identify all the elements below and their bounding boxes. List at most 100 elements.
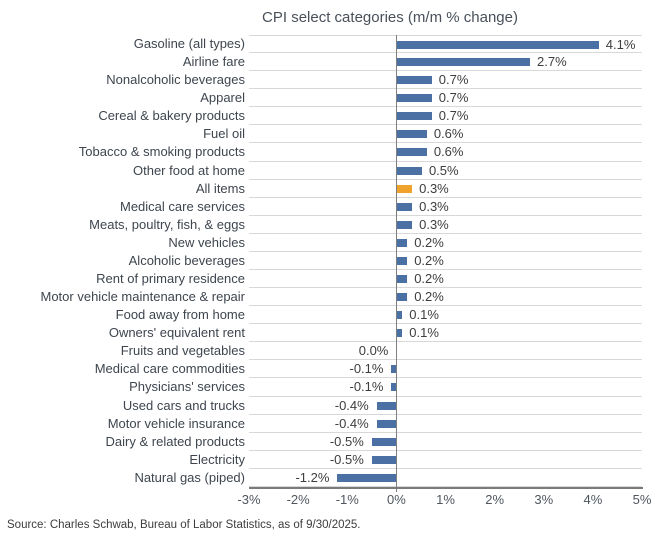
category-label: Cereal & bakery products	[98, 108, 245, 124]
chart-row: Meats, poultry, fish, & eggs 0.3%	[0, 216, 659, 234]
value-label: -0.4%	[334, 397, 369, 413]
category-label: Food away from home	[115, 307, 245, 323]
category-label: Used cars and trucks	[122, 397, 245, 413]
value-label: 0.7%	[438, 72, 469, 88]
plot-cell: 0.2%	[249, 252, 642, 271]
chart-row: Physicians' services -0.1%	[0, 378, 659, 397]
category-label: Other food at home	[132, 162, 245, 178]
category-label: Apparel	[200, 90, 245, 106]
chart-row: All items 0.3%	[0, 180, 659, 198]
chart-row: Tobacco & smoking products 0.6%	[0, 143, 659, 162]
bar	[391, 365, 397, 374]
category-label: All items	[195, 180, 245, 196]
plot-cell: 0.0%	[249, 342, 642, 361]
chart-row: Food away from home 0.1%	[0, 306, 659, 325]
value-label: 0.7%	[438, 108, 469, 124]
category-label: New vehicles	[168, 234, 245, 250]
category-label: Nonalcoholic beverages	[106, 72, 245, 88]
bar	[376, 419, 397, 428]
value-label: -0.5%	[329, 433, 364, 449]
value-label: 0.3%	[419, 180, 449, 196]
plot-cell: 0.2%	[249, 288, 642, 307]
plot-cell: 0.7%	[249, 107, 642, 126]
chart-row: Airline fare 2.7%	[0, 53, 659, 72]
zero-axis-line	[396, 35, 397, 492]
category-label: Tobacco & smoking products	[78, 144, 245, 160]
value-label: 0.7%	[438, 90, 469, 106]
bar	[397, 256, 408, 265]
value-label: 2.7%	[537, 54, 567, 70]
chart-row: Medical care commodities -0.1%	[0, 360, 659, 379]
chart-row: Nonalcoholic beverages 0.7%	[0, 71, 659, 90]
plot-cell: 0.6%	[249, 125, 642, 144]
chart-row: Natural gas (piped) -1.2%	[0, 469, 659, 487]
category-label: Natural gas (piped)	[134, 469, 245, 485]
bar	[397, 202, 413, 211]
plot-cell: -0.4%	[249, 415, 642, 433]
plot-cell: 0.7%	[249, 89, 642, 108]
chart-row: Owners' equivalent rent 0.1%	[0, 324, 659, 343]
chart-row: Used cars and trucks -0.4%	[0, 397, 659, 415]
category-label: Dairy & related products	[105, 433, 245, 449]
x-axis-line	[249, 487, 643, 489]
bar	[397, 311, 403, 320]
category-label: Medical care commodities	[94, 361, 245, 377]
x-tick-label: -2%	[286, 492, 310, 507]
x-tick-label: 0%	[386, 492, 406, 507]
bar	[397, 58, 530, 67]
value-label: -0.1%	[349, 379, 384, 395]
category-label: Motor vehicle insurance	[107, 415, 245, 431]
chart-row: Motor vehicle maintenance & repair 0.2%	[0, 288, 659, 307]
plot-cell: -1.2%	[249, 469, 642, 487]
plot-cell: -0.5%	[249, 451, 642, 469]
value-label: 0.1%	[409, 325, 439, 341]
x-axis-tick-labels: -3% -2% -1% 0% 1% 2% 3% 4% 5%	[0, 492, 659, 510]
value-label: 0.2%	[414, 289, 444, 305]
plot-cell: -0.1%	[249, 378, 642, 397]
bar	[397, 76, 432, 85]
bar	[397, 275, 408, 284]
plot-cell: -0.4%	[249, 397, 642, 415]
chart-row: Alcoholic beverages 0.2%	[0, 252, 659, 271]
category-label: Electricity	[189, 451, 245, 467]
category-label: Medical care services	[120, 198, 245, 214]
value-label: 0.2%	[414, 234, 444, 250]
bar	[397, 130, 427, 139]
x-tick-label: -1%	[335, 492, 359, 507]
zero-tick-mark	[396, 487, 397, 492]
source-note: Source: Charles Schwab, Bureau of Labor …	[7, 519, 361, 531]
category-label: Alcoholic beverages	[128, 252, 245, 268]
chart-title: CPI select categories (m/m % change)	[262, 9, 518, 26]
category-label: Airline fare	[182, 54, 245, 70]
value-label: -0.5%	[329, 451, 364, 467]
chart-row: Gasoline (all types) 4.1%	[0, 35, 659, 54]
category-label: Gasoline (all types)	[133, 36, 245, 51]
bar	[397, 94, 432, 103]
value-label: 0.1%	[409, 307, 439, 323]
plot-cell: 0.7%	[249, 71, 642, 90]
bar	[397, 112, 432, 121]
plot-cell: 0.6%	[249, 143, 642, 162]
chart-row: Electricity -0.5%	[0, 451, 659, 469]
bar	[397, 184, 413, 193]
chart-row: Fuel oil 0.6%	[0, 125, 659, 144]
bar	[371, 437, 397, 446]
value-label: 0.2%	[414, 252, 444, 268]
category-label: Owners' equivalent rent	[108, 325, 245, 341]
value-label: 0.3%	[419, 198, 449, 214]
x-tick-label: -3%	[237, 492, 261, 507]
value-label: -0.1%	[349, 361, 384, 377]
plot-cell: 0.2%	[249, 234, 642, 252]
chart-row: Fruits and vegetables 0.0%	[0, 342, 659, 361]
bar	[371, 455, 397, 464]
plot-cell: -0.1%	[249, 360, 642, 379]
chart-row: New vehicles 0.2%	[0, 234, 659, 252]
bar	[397, 41, 599, 49]
value-label: -0.4%	[334, 415, 369, 431]
x-tick-label: 4%	[583, 492, 603, 507]
plot-cell: 0.1%	[249, 324, 642, 343]
value-label: 0.0%	[358, 343, 389, 359]
category-label: Fruits and vegetables	[120, 343, 245, 359]
value-label: 0.3%	[419, 216, 449, 232]
